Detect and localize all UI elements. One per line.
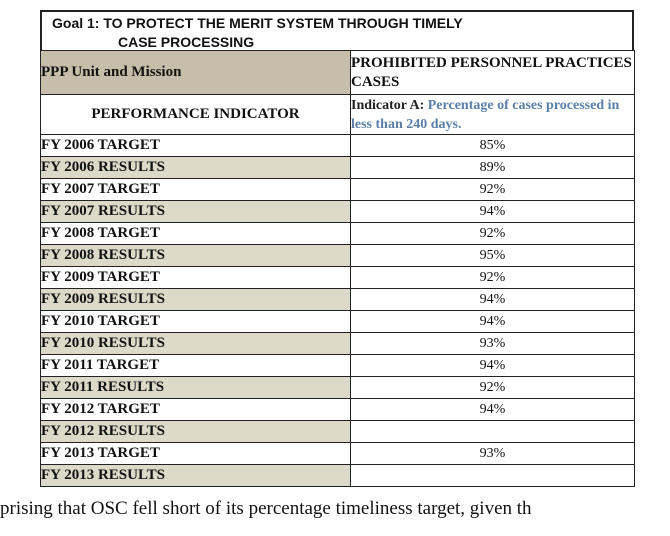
table-row: FY 2012 TARGET 94% [40,398,635,421]
row-label: FY 2010 RESULTS [40,332,351,355]
table-row: FY 2008 RESULTS 95% [40,244,635,267]
table-row: FY 2008 TARGET 92% [40,222,635,245]
row-label: FY 2006 TARGET [40,134,351,157]
row-label: FY 2007 RESULTS [40,200,351,223]
table-row: FY 2010 RESULTS 93% [40,332,635,355]
table-row: FY 2013 TARGET 93% [40,442,635,465]
row-value: 93% [350,442,635,465]
performance-table: PPP Unit and Mission PROHIBITED PERSONNE… [40,50,635,487]
row-label: FY 2007 TARGET [40,178,351,201]
indicator-name: Indicator A: [351,97,425,113]
row-label: FY 2012 TARGET [40,398,351,421]
row-label: FY 2012 RESULTS [40,420,351,443]
indicator-description: Percentage of cases processed in less th… [351,97,620,132]
row-value: 94% [350,354,635,377]
table-row: FY 2011 TARGET 94% [40,354,635,377]
indicator-a-cell: Indicator A: Percentage of cases process… [350,94,635,135]
goal-title-line-1: Goal 1: TO PROTECT THE MERIT SYSTEM THRO… [52,15,463,31]
table-row: FY 2013 RESULTS [40,464,635,487]
row-value: 94% [350,200,635,223]
row-label: FY 2009 RESULTS [40,288,351,311]
row-label: FY 2009 TARGET [40,266,351,289]
table-row: FY 2007 RESULTS 94% [40,200,635,223]
header-unit-mission: PPP Unit and Mission [40,50,351,95]
performance-indicator-row: PERFORMANCE INDICATOR Indicator A: Perce… [40,94,635,135]
table-row: FY 2006 RESULTS 89% [40,156,635,179]
row-value: 92% [350,178,635,201]
row-value [350,464,635,487]
row-value [350,420,635,443]
performance-table-body: PPP Unit and Mission PROHIBITED PERSONNE… [40,50,635,487]
table-column-header-row: PPP Unit and Mission PROHIBITED PERSONNE… [40,50,635,95]
goal-heading: Goal 1: TO PROTECT THE MERIT SYSTEM THRO… [40,10,634,50]
row-value: 92% [350,266,635,289]
table-row: FY 2012 RESULTS [40,420,635,443]
row-value: 94% [350,398,635,421]
table-row: FY 2009 TARGET 92% [40,266,635,289]
row-label: FY 2013 TARGET [40,442,351,465]
row-value: 89% [350,156,635,179]
row-label: FY 2006 RESULTS [40,156,351,179]
row-value: 92% [350,376,635,399]
table-row: FY 2009 RESULTS 94% [40,288,635,311]
row-label: FY 2008 RESULTS [40,244,351,267]
row-label: FY 2011 RESULTS [40,376,351,399]
row-label: FY 2010 TARGET [40,310,351,333]
row-value: 85% [350,134,635,157]
row-value: 95% [350,244,635,267]
row-value: 94% [350,310,635,333]
table-row: FY 2011 RESULTS 92% [40,376,635,399]
header-ppp-cases: PROHIBITED PERSONNEL PRACTICES CASES [350,50,635,95]
row-value: 94% [350,288,635,311]
table-row: FY 2010 TARGET 94% [40,310,635,333]
row-value: 93% [350,332,635,355]
row-value: 92% [350,222,635,245]
row-label: FY 2013 RESULTS [40,464,351,487]
row-label: FY 2011 TARGET [40,354,351,377]
body-text-fragment: prising that OSC fell short of its perce… [0,498,532,519]
row-label: FY 2008 TARGET [40,222,351,245]
table-row: FY 2006 TARGET 85% [40,134,635,157]
goal-title-line-2: CASE PROCESSING [118,34,255,50]
performance-indicator-label: PERFORMANCE INDICATOR [40,94,351,135]
table-row: FY 2007 TARGET 92% [40,178,635,201]
